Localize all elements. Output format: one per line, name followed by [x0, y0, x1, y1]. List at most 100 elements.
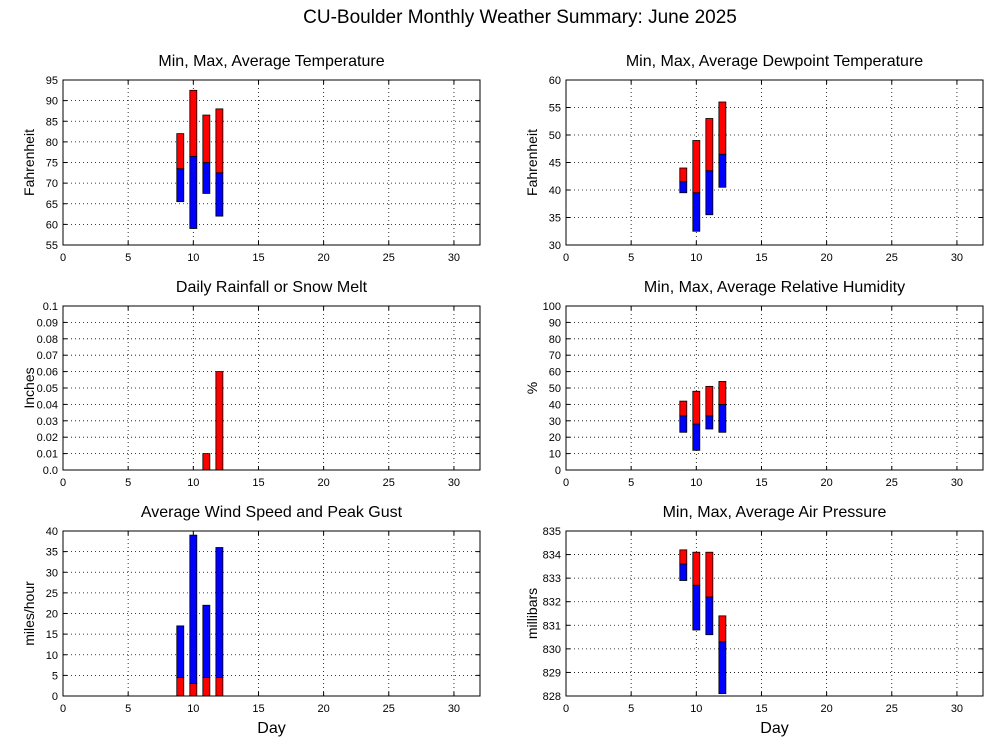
y-tick-label: 0.07: [37, 350, 58, 362]
x-tick-label: 15: [755, 252, 767, 264]
y-tick-label: 831: [543, 620, 561, 632]
x-axis-label: Day: [760, 720, 788, 737]
x-tick-label: 15: [252, 477, 264, 489]
chart-temp: 55 60 65 70 75 80 85 90 95 0 5 10 15 20 25 30 Min, Max, …: [21, 53, 481, 264]
y-tick-label: 70: [549, 350, 561, 362]
y-tick-label: 55: [46, 240, 58, 252]
y-tick-label: 60: [549, 75, 561, 87]
bar-peak-gust: [215, 547, 224, 678]
chart-pressure: 828 829 830 831 832 833 834 835 0 5 10 15 20 25 30 Min,…: [524, 504, 984, 737]
y-tick-label: 15: [46, 629, 58, 641]
bar-min-to-avg: [679, 563, 688, 581]
x-tick-label: 5: [628, 703, 634, 715]
y-tick-label: 90: [549, 317, 561, 329]
bar-min-to-avg: [705, 596, 714, 636]
x-tick-label: 0: [60, 477, 66, 489]
panel-title: Average Wind Speed and Peak Gust: [141, 504, 403, 521]
x-tick-label: 20: [318, 477, 330, 489]
bar-avg-to-max: [718, 101, 727, 155]
bar-min-to-avg: [705, 170, 714, 216]
x-tick-label: 5: [125, 477, 131, 489]
plot-frame: [565, 530, 984, 697]
y-tick-label: 0.01: [37, 449, 58, 461]
plot-frame: [62, 79, 481, 246]
y-tick-label: 90: [46, 96, 58, 108]
bar-min-to-avg: [215, 172, 224, 217]
y-axis-label: millibars: [524, 588, 540, 639]
x-tick-label: 30: [448, 477, 460, 489]
y-tick-label: 95: [46, 75, 58, 87]
bar-avg-to-max: [202, 114, 211, 163]
x-tick-label: 25: [383, 703, 395, 715]
y-tick-label: 100: [543, 301, 561, 313]
y-tick-label: 30: [46, 567, 58, 579]
bar-min-to-avg: [176, 168, 185, 203]
bar-min-to-avg: [189, 155, 198, 229]
y-tick-label: 45: [549, 158, 561, 170]
bar-min-to-avg: [718, 403, 727, 433]
x-tick-label: 15: [755, 703, 767, 715]
x-tick-label: 20: [318, 252, 330, 264]
bar-peak-gust: [176, 625, 185, 678]
y-tick-label: 834: [543, 550, 561, 562]
bar-average-wind: [189, 683, 198, 697]
y-axis-label: Fahrenheit: [524, 129, 540, 196]
y-tick-label: 30: [549, 240, 561, 252]
y-tick-label: 0.05: [37, 383, 58, 395]
y-tick-label: 0.02: [37, 432, 58, 444]
plot-frame: [62, 305, 481, 471]
y-tick-label: 828: [543, 691, 561, 703]
bar-avg-to-max: [705, 551, 714, 598]
bar-min-to-avg: [692, 192, 701, 232]
y-tick-label: 35: [46, 547, 58, 559]
y-tick-label: 35: [549, 213, 561, 225]
bar-avg-to-max: [718, 381, 727, 405]
bar-avg-to-max: [718, 615, 727, 643]
bar-min-to-avg: [718, 153, 727, 188]
y-tick-label: 75: [46, 158, 58, 170]
y-axis-label: Fahrenheit: [21, 129, 37, 196]
y-tick-label: 829: [543, 667, 561, 679]
chart-wind: 0 5 10 15 20 25 30 35 40 0 5 10 15 20 25 30 Average Wind…: [21, 504, 481, 737]
y-tick-label: 10: [549, 449, 561, 461]
x-tick-label: 20: [318, 703, 330, 715]
bar-avg-to-max: [189, 89, 198, 157]
bar-min-to-avg: [692, 423, 701, 451]
x-tick-label: 0: [563, 703, 569, 715]
y-tick-label: 40: [549, 185, 561, 197]
y-tick-label: 80: [549, 334, 561, 346]
x-tick-label: 0: [60, 703, 66, 715]
y-tick-label: 20: [549, 432, 561, 444]
y-tick-label: 70: [46, 178, 58, 190]
y-tick-label: 5: [52, 670, 58, 682]
chart-dewpoint: 30 35 40 45 50 55 60 0 5 10 15 20 25 30 Min, Max, Aver…: [524, 53, 984, 264]
x-tick-label: 20: [821, 477, 833, 489]
y-tick-label: 0.1: [43, 301, 58, 313]
y-tick-label: 0: [52, 691, 58, 703]
bar-min-to-avg: [679, 415, 688, 433]
y-tick-label: 65: [46, 199, 58, 211]
x-tick-label: 30: [951, 252, 963, 264]
bar-peak-gust: [189, 534, 198, 685]
bar-avg-to-max: [692, 551, 701, 586]
y-tick-label: 0.04: [37, 399, 58, 411]
y-axis-label: %: [524, 382, 540, 394]
x-tick-label: 10: [690, 252, 702, 264]
y-tick-label: 10: [46, 650, 58, 662]
panel-title: Min, Max, Average Temperature: [158, 53, 384, 70]
x-tick-label: 30: [951, 703, 963, 715]
y-tick-label: 25: [46, 588, 58, 600]
x-tick-label: 5: [628, 252, 634, 264]
panel-title: Min, Max, Average Relative Humidity: [644, 279, 905, 296]
plot-frame: [565, 305, 984, 471]
main-title: CU-Boulder Monthly Weather Summary: June…: [303, 7, 737, 28]
y-tick-label: 20: [46, 609, 58, 621]
y-tick-label: 30: [549, 416, 561, 428]
y-tick-label: 55: [549, 103, 561, 115]
x-tick-label: 20: [821, 703, 833, 715]
y-tick-label: 832: [543, 597, 561, 609]
bar-min-to-avg: [718, 641, 727, 695]
y-tick-label: 60: [549, 367, 561, 379]
y-axis-label: miles/hour: [21, 581, 37, 646]
bar-avg-to-max: [679, 549, 688, 565]
